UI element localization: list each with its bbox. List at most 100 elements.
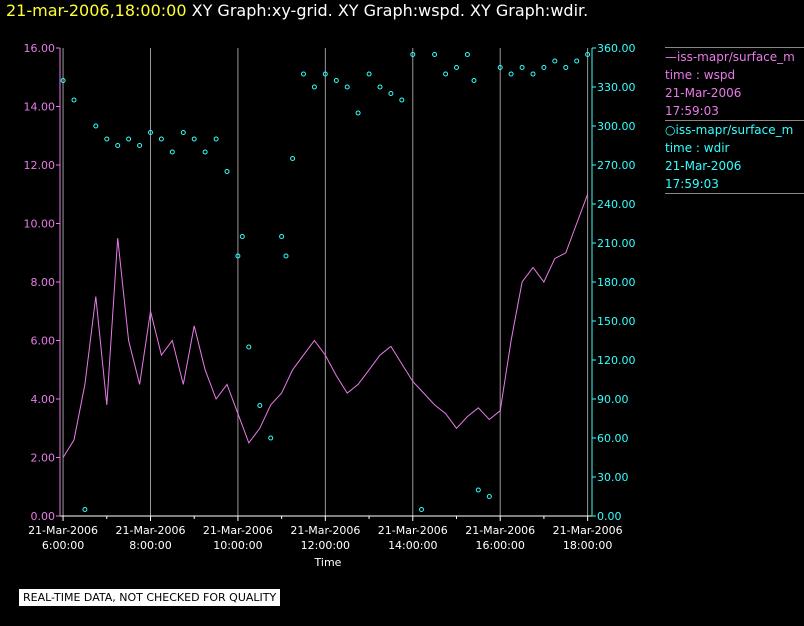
y-left-tick-label: 2.00	[31, 452, 56, 465]
wdir-point	[486, 494, 492, 499]
x-tick-label: 21-Mar-2006	[203, 524, 273, 537]
y-right-tick-label: 90.00	[597, 393, 629, 406]
wdir-point	[563, 65, 569, 70]
x-axis-label: Time	[314, 556, 342, 569]
legend-series-var: time : wspd	[665, 68, 736, 82]
y-right-tick-label: 30.00	[597, 471, 629, 484]
wdir-point	[552, 58, 558, 64]
legend-header-line: ○iss-mapr/surface_m	[665, 121, 804, 139]
wdir-point	[333, 78, 339, 83]
wdir-point	[82, 507, 88, 512]
x-tick-label: 10:00:00	[213, 539, 262, 552]
wdir-point	[399, 97, 405, 103]
wdir-point	[93, 123, 99, 129]
wdir-point	[355, 110, 361, 116]
legend-separator	[665, 193, 804, 194]
legend-marker: ○	[665, 123, 676, 137]
y-right-tick-label: 0.00	[597, 510, 622, 523]
wdir-point	[71, 97, 77, 103]
x-tick-label: 21-Mar-2006	[465, 524, 535, 537]
wdir-point	[60, 78, 66, 83]
wdir-point	[202, 149, 208, 155]
wdir-point	[585, 52, 591, 57]
y-right-tick-label: 120.00	[597, 354, 636, 367]
wdir-point	[322, 71, 328, 77]
x-tick-label: 21-Mar-2006	[28, 524, 98, 537]
x-tick-label: 21-Mar-2006	[290, 524, 360, 537]
chart-header: 21-mar-2006,18:00:00 XY Graph:xy-grid. X…	[6, 1, 588, 20]
wdir-point	[268, 435, 274, 441]
wdir-point	[419, 507, 424, 512]
y-left-tick-label: 12.00	[24, 159, 56, 172]
wdir-point	[169, 149, 175, 155]
legend-date: 21-Mar-2006	[665, 159, 742, 173]
wdir-point	[246, 344, 252, 350]
y-left-tick-label: 10.00	[24, 218, 56, 231]
wdir-point	[471, 78, 477, 83]
legend-series-var: time : wdir	[665, 141, 730, 155]
legend-marker: —	[665, 50, 677, 64]
wdir-point	[410, 52, 416, 57]
wdir-point	[115, 143, 121, 148]
wdir-point	[432, 52, 438, 57]
y-right-tick-label: 240.00	[597, 198, 636, 211]
x-tick-label: 6:00:00	[42, 539, 84, 552]
wdir-point	[148, 130, 153, 135]
legend-time: 17:59:03	[665, 177, 719, 191]
x-tick-label: 18:00:00	[563, 539, 612, 552]
wdir-point	[311, 84, 317, 90]
x-tick-label: 12:00:00	[301, 539, 350, 552]
wdir-point	[301, 71, 306, 77]
x-tick-label: 8:00:00	[129, 539, 171, 552]
wdir-point	[180, 130, 186, 135]
x-tick-label: 21-Mar-2006	[553, 524, 623, 537]
y-right-tick-label: 330.00	[597, 81, 636, 94]
y-left-tick-label: 6.00	[31, 335, 56, 348]
graph-titles: XY Graph:xy-grid. XY Graph:wspd. XY Grap…	[191, 1, 589, 20]
y-right-tick-label: 300.00	[597, 120, 636, 133]
y-left-tick-label: 16.00	[24, 42, 56, 55]
wdir-point	[377, 84, 383, 90]
legend-separator	[665, 120, 804, 121]
wdir-point	[257, 403, 263, 408]
legend-series-name: iss-mapr/surface_m	[677, 50, 795, 64]
y-right-tick-label: 180.00	[597, 276, 636, 289]
timestamp: 21-mar-2006,18:00:00	[6, 1, 187, 20]
legend-entry: —iss-mapr/surface_m time : wspd 21-Mar-200…	[665, 47, 804, 120]
wdir-point	[519, 65, 525, 70]
wdir-point	[191, 136, 197, 142]
quality-footnote: REAL-TIME DATA, NOT CHECKED FOR QUALITY	[19, 589, 281, 606]
wdir-point	[443, 71, 449, 77]
legend-time: 17:59:03	[665, 104, 719, 118]
wdir-point	[366, 71, 372, 77]
y-left-tick-label: 0.00	[31, 510, 56, 523]
y-left-tick-label: 8.00	[31, 276, 56, 289]
wdir-point	[475, 487, 481, 493]
wdir-point	[388, 91, 394, 96]
x-tick-label: 16:00:00	[475, 539, 524, 552]
wdir-point	[224, 169, 230, 174]
y-right-tick-label: 60.00	[597, 432, 629, 445]
wdir-point	[541, 65, 547, 70]
y-left-tick-label: 14.00	[24, 101, 56, 114]
wdir-point	[290, 156, 296, 161]
y-right-tick-label: 210.00	[597, 237, 636, 250]
wdir-point	[126, 136, 132, 142]
wdir-point	[508, 71, 514, 77]
legend-header-line: —iss-mapr/surface_m	[665, 48, 804, 66]
wdir-point	[158, 136, 164, 142]
wdir-point	[530, 71, 536, 77]
wdir-point	[344, 84, 350, 90]
y-left-tick-label: 4.00	[31, 393, 56, 406]
x-tick-label: 21-Mar-2006	[115, 524, 185, 537]
y-right-tick-label: 150.00	[597, 315, 636, 328]
wdir-point	[137, 143, 143, 148]
x-tick-label: 14:00:00	[388, 539, 437, 552]
wdir-point	[235, 253, 241, 259]
y-right-tick-label: 360.00	[597, 42, 636, 55]
wspd-series-line	[62, 194, 589, 458]
wdir-point	[213, 136, 219, 142]
